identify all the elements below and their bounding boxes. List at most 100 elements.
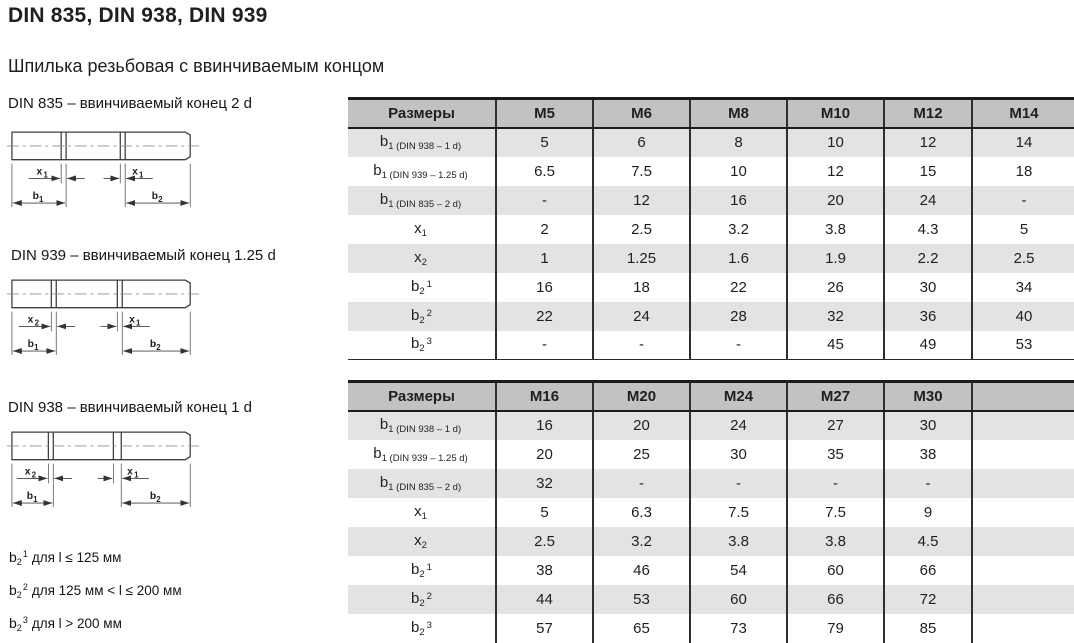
row-label-sub: 2	[419, 568, 425, 580]
row-label-sup: 3	[426, 619, 432, 631]
dim-label-x-left: x	[37, 166, 43, 177]
footnote-symbol: b	[9, 615, 17, 631]
table-row: b1 (DIN 939 – 1.25 d) 6.5 7.5 10 12 15 18	[348, 156, 1074, 186]
value-cell: 40	[971, 301, 1074, 331]
value-cell: 36	[883, 301, 972, 331]
row-label: x2	[348, 243, 496, 273]
din835-caption: DIN 835 – ввинчиваемый конец 2 d	[8, 95, 252, 112]
table-row: x1 2 2.5 3.2 3.8 4.3 5	[348, 214, 1074, 244]
dim-label-b-right: b	[150, 491, 156, 502]
tables-panel: Размеры M5 M6 M8 M10 M12 M14 b1 (DIN 938 – 1 d)…	[348, 0, 1074, 643]
dim-label-b-left: b	[33, 191, 39, 202]
table-row: b1 (DIN 938 – 1 d) 5 6 8 10 12 14	[348, 126, 1074, 157]
row-label-sup: 1	[426, 561, 432, 573]
value-cell: 16	[495, 409, 593, 440]
value-cell: 18	[592, 272, 690, 302]
row-label-base: b	[411, 335, 420, 353]
row-label-sub: 1	[421, 510, 427, 522]
row-label-sub: 2	[421, 256, 427, 268]
sizes-header: Размеры	[348, 381, 496, 412]
column-header: M6	[592, 98, 690, 129]
table-row: b1 (DIN 939 – 1.25 d) 20 25 30 35 38	[348, 439, 1074, 469]
value-cell: 3.8	[689, 526, 787, 556]
value-cell: 2	[495, 214, 593, 244]
value-cell: 35	[786, 439, 884, 469]
value-cell: -	[495, 330, 593, 360]
row-label-base: b	[379, 473, 389, 491]
dim-label-b-left: b	[27, 491, 33, 502]
dimensions-table-2: Размеры M16 M20 M24 M27 M30 b1 (DIN 938 – 1 d)…	[348, 380, 1074, 643]
footnote-symbol-sub: 2	[16, 590, 22, 600]
row-label-sub: 1 (DIN 939 – 1.25 d)	[381, 169, 468, 181]
din938-caption: DIN 938 – ввинчиваемый конец 1 d	[8, 399, 252, 416]
row-label: x2	[348, 526, 496, 556]
dimension-lines	[11, 311, 191, 355]
footnotes: b21 для l ≤ 125 мм b22 для 125 мм < l ≤ 20…	[9, 549, 339, 643]
dim-label-x-left-sub: 2	[32, 470, 37, 479]
row-label-base: b	[379, 416, 389, 433]
value-cell: 38	[495, 555, 593, 585]
footnote-symbol: b	[9, 582, 17, 598]
value-cell: 1.25	[592, 243, 690, 273]
row-label: b23	[348, 614, 496, 643]
value-cell: 16	[689, 185, 787, 215]
value-cell: 26	[786, 272, 884, 302]
row-label-sup: 1	[426, 278, 432, 290]
dim-label-x-left-sub: 2	[35, 318, 40, 327]
row-label-sub: 2	[421, 539, 427, 551]
value-cell: 14	[971, 126, 1074, 157]
value-cell: 3.8	[786, 214, 884, 244]
value-cell: 12	[883, 126, 972, 157]
row-label-sup: 2	[426, 590, 432, 602]
value-cell: 7.5	[689, 497, 787, 527]
footnote-b2-2: b22 для 125 мм < l ≤ 200 мм	[9, 582, 339, 600]
value-cell: 5	[495, 126, 593, 157]
value-cell: 85	[883, 613, 972, 643]
row-label-sup: 3	[426, 336, 432, 348]
value-cell: 57	[495, 613, 593, 643]
row-label: b21	[348, 556, 496, 585]
value-cell: 2.5	[971, 243, 1074, 273]
row-label-sub: 1 (DIN 835 – 2 d)	[388, 198, 462, 210]
value-cell: 4.3	[883, 214, 972, 244]
footnote-symbol: b	[9, 549, 17, 565]
value-cell: 79	[786, 613, 884, 643]
value-cell: 7.5	[786, 497, 884, 527]
row-label-base: b	[411, 277, 420, 295]
table-row: b22 44 53 60 66 72	[348, 584, 1074, 614]
dim-label-x-right: x	[129, 314, 135, 325]
value-cell: 65	[592, 613, 690, 643]
column-header	[971, 381, 1074, 412]
value-cell: 25	[592, 439, 690, 469]
column-header: M27	[786, 381, 884, 412]
dimension-labels: x 1 x 1 b 1 b 2	[33, 166, 164, 204]
sizes-table-m5-m14: Размеры M5 M6 M8 M10 M12 M14 b1 (DIN 938 – 1 d)…	[348, 97, 1074, 360]
dim-label-b-left-sub: 1	[33, 495, 38, 504]
stud-outline	[7, 279, 200, 309]
column-header: M14	[971, 98, 1074, 129]
value-cell: 3.2	[592, 526, 690, 556]
footnote-symbol-sub: 2	[16, 557, 22, 567]
value-cell	[971, 497, 1074, 527]
value-cell: 10	[689, 156, 787, 186]
row-label-sub: 1 (DIN 939 – 1.25 d)	[381, 452, 468, 464]
dim-label-x-right: x	[132, 166, 138, 177]
value-cell: 32	[786, 301, 884, 331]
din939-caption: DIN 939 – ввинчиваемый конец 1.25 d	[11, 247, 276, 264]
dim-label-b-right-sub: 2	[158, 195, 163, 204]
footnote-text: для l > 200 мм	[31, 616, 122, 631]
value-cell: 45	[786, 330, 884, 360]
column-header: M8	[689, 98, 787, 129]
table-row: b21 16 18 22 26 30 34	[348, 272, 1074, 302]
row-label-sub: 1 (DIN 938 – 1 d)	[388, 424, 462, 435]
value-cell: 34	[971, 272, 1074, 302]
row-label: b1 (DIN 835 – 2 d)	[348, 185, 496, 215]
din939-stud-drawing: x 2 x 1 b 1 b 2	[7, 279, 200, 355]
row-label-sub: 2	[419, 343, 425, 355]
value-cell	[971, 409, 1074, 440]
value-cell: 8	[689, 126, 787, 157]
value-cell: 1	[495, 243, 593, 273]
value-cell: 18	[971, 156, 1074, 186]
header-row: Размеры M16 M20 M24 M27 M30	[348, 381, 1074, 412]
